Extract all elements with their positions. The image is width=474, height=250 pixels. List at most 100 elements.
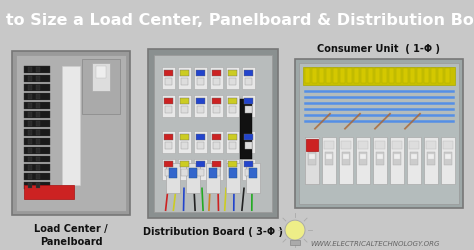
Bar [212, 162, 221, 168]
Bar [28, 121, 32, 126]
Bar [24, 120, 50, 127]
Bar [343, 154, 349, 159]
Bar [28, 139, 32, 144]
Bar [354, 69, 359, 84]
Bar [373, 137, 387, 184]
Bar [178, 131, 191, 153]
Bar [390, 137, 404, 184]
Bar [36, 139, 40, 144]
Bar [360, 154, 366, 159]
Bar [162, 159, 175, 181]
Bar [226, 96, 239, 117]
Bar [393, 152, 401, 166]
Bar [424, 137, 438, 184]
Bar [210, 131, 223, 153]
Bar [148, 50, 278, 218]
Bar [213, 170, 220, 177]
Bar [226, 164, 240, 194]
Bar [358, 141, 368, 149]
Bar [441, 137, 455, 184]
Bar [226, 131, 239, 153]
Text: Distribution Board ( 3-Φ ): Distribution Board ( 3-Φ ) [143, 226, 283, 236]
Bar [322, 137, 336, 184]
Bar [181, 106, 188, 113]
Bar [445, 154, 451, 159]
Bar [242, 68, 255, 90]
Bar [303, 68, 455, 86]
Bar [28, 166, 32, 171]
Bar [244, 162, 253, 168]
Bar [444, 152, 452, 166]
Bar [24, 76, 50, 82]
Bar [445, 69, 450, 84]
Bar [308, 152, 316, 166]
Bar [324, 141, 334, 149]
Bar [36, 148, 40, 153]
Bar [194, 159, 207, 181]
Bar [244, 98, 253, 104]
Bar [194, 68, 207, 90]
Bar [368, 69, 373, 84]
Bar [342, 152, 350, 166]
Bar [392, 141, 402, 149]
Bar [197, 106, 204, 113]
Bar [96, 67, 106, 79]
Bar [244, 71, 253, 77]
Text: How to Size a Load Center, Panelboard & Distribution Board?: How to Size a Load Center, Panelboard & … [0, 12, 474, 28]
Bar [166, 164, 180, 194]
Bar [36, 175, 40, 180]
Bar [305, 137, 319, 184]
Bar [162, 131, 175, 153]
Bar [165, 142, 172, 149]
Bar [359, 152, 367, 166]
Bar [196, 71, 205, 77]
Bar [186, 164, 200, 194]
Bar [382, 69, 387, 84]
Bar [164, 98, 173, 104]
Bar [28, 68, 32, 73]
Bar [180, 162, 189, 168]
Bar [212, 71, 221, 77]
Bar [411, 154, 417, 159]
Bar [229, 142, 236, 149]
Bar [226, 68, 239, 90]
Bar [24, 102, 50, 109]
Bar [326, 69, 331, 84]
Bar [196, 162, 205, 168]
Bar [24, 129, 50, 136]
Bar [417, 69, 422, 84]
Bar [226, 159, 239, 181]
Bar [92, 64, 110, 92]
Bar [24, 67, 50, 74]
Bar [12, 52, 130, 215]
Bar [229, 170, 236, 177]
Bar [164, 162, 173, 168]
Bar [197, 142, 204, 149]
Bar [245, 79, 252, 86]
Bar [228, 98, 237, 104]
Text: Consumer Unit  ( 1-Φ ): Consumer Unit ( 1-Φ ) [318, 44, 440, 54]
Bar [410, 69, 415, 84]
Bar [347, 69, 352, 84]
Bar [325, 152, 333, 166]
Bar [377, 154, 383, 159]
Bar [212, 134, 221, 140]
Bar [181, 79, 188, 86]
Bar [178, 68, 191, 90]
Bar [210, 68, 223, 90]
Bar [36, 112, 40, 117]
Bar [24, 186, 74, 200]
Bar [36, 86, 40, 90]
Bar [228, 162, 237, 168]
Bar [28, 175, 32, 180]
Bar [245, 106, 252, 113]
Bar [319, 69, 324, 84]
Bar [376, 152, 384, 166]
Bar [36, 94, 40, 100]
Bar [180, 71, 189, 77]
Bar [339, 137, 353, 184]
Bar [36, 184, 40, 188]
Bar [427, 152, 435, 166]
Bar [181, 170, 188, 177]
Bar [169, 169, 177, 179]
